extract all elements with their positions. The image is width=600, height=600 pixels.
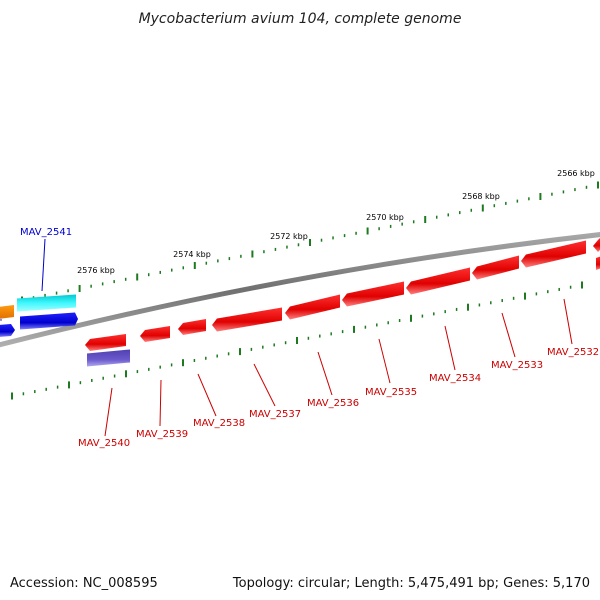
label-leader-line [444,325,456,371]
gene-arrow-red [178,319,206,335]
kbp-label: 2574 kbp [173,250,211,259]
label-leader-line [253,363,276,407]
gene-arrow-blue [20,312,78,330]
accession-text: Accession: NC_008595 [10,576,158,591]
label-leader-line [501,312,516,358]
genome-backbone [0,232,600,348]
gene-label: MAV_2535 [365,387,417,398]
gene-arrow-red [342,281,404,307]
gene-labels: MAV_2541 MAV_2540 MAV_2539 MAV_2538 MAV_2537… [20,227,599,449]
kbp-label: 2566 kbp [557,169,595,178]
gene-label: MAV_2536 [307,398,359,409]
kbp-label: 2576 kbp [77,266,115,275]
gene-arrow-slate [87,349,130,367]
gene-arrow-red [596,256,600,270]
gene-label: MAV_2540 [78,438,130,449]
gene-arrow-red [85,334,126,351]
outer-tick-ring [21,181,599,304]
kbp-labels: 2566 kbp 2568 kbp 2570 kbp 2572 kbp 2574 kbp… [77,169,595,275]
gene-arrow-red [212,307,282,332]
label-leader-line [317,351,333,396]
label-leader-line [104,387,113,437]
kbp-label: 2572 kbp [270,232,308,241]
gene-label: MAV_2532 [547,347,599,358]
gene-arrow-cyan [17,294,76,312]
kbp-label: 2568 kbp [462,192,500,201]
label-leader-line [378,338,391,384]
label-leader-line [41,238,46,292]
gene-arrow-red [406,267,470,295]
label-leader-line [197,373,217,417]
inner-tick-ring [11,281,583,400]
gene-arrow-blue [0,319,2,321]
gene-arrow-red [521,240,586,268]
gene-label: MAV_2533 [491,360,543,371]
gene-label: MAV_2541 [20,227,72,238]
kbp-label: 2570 kbp [366,213,404,222]
gene-label: MAV_2534 [429,373,481,384]
gene-label: MAV_2538 [193,418,245,429]
gene-arrow-red [472,255,519,280]
gene-arrow-blue [0,324,15,337]
gene-arrow-red [593,238,600,252]
label-leader-line [159,379,162,427]
gene-arrow-orange [0,305,14,319]
gene-arrow-red [285,294,340,320]
map-title: Mycobacterium avium 104, complete genome [139,11,462,27]
genome-summary-text: Topology: circular; Length: 5,475,491 bp… [232,576,590,591]
label-leaders [41,238,573,437]
gene-label: MAV_2537 [249,409,301,420]
gene-features [0,238,600,367]
label-leader-line [563,298,573,345]
gene-arrow-red [140,326,170,342]
gene-label: MAV_2539 [136,429,188,440]
